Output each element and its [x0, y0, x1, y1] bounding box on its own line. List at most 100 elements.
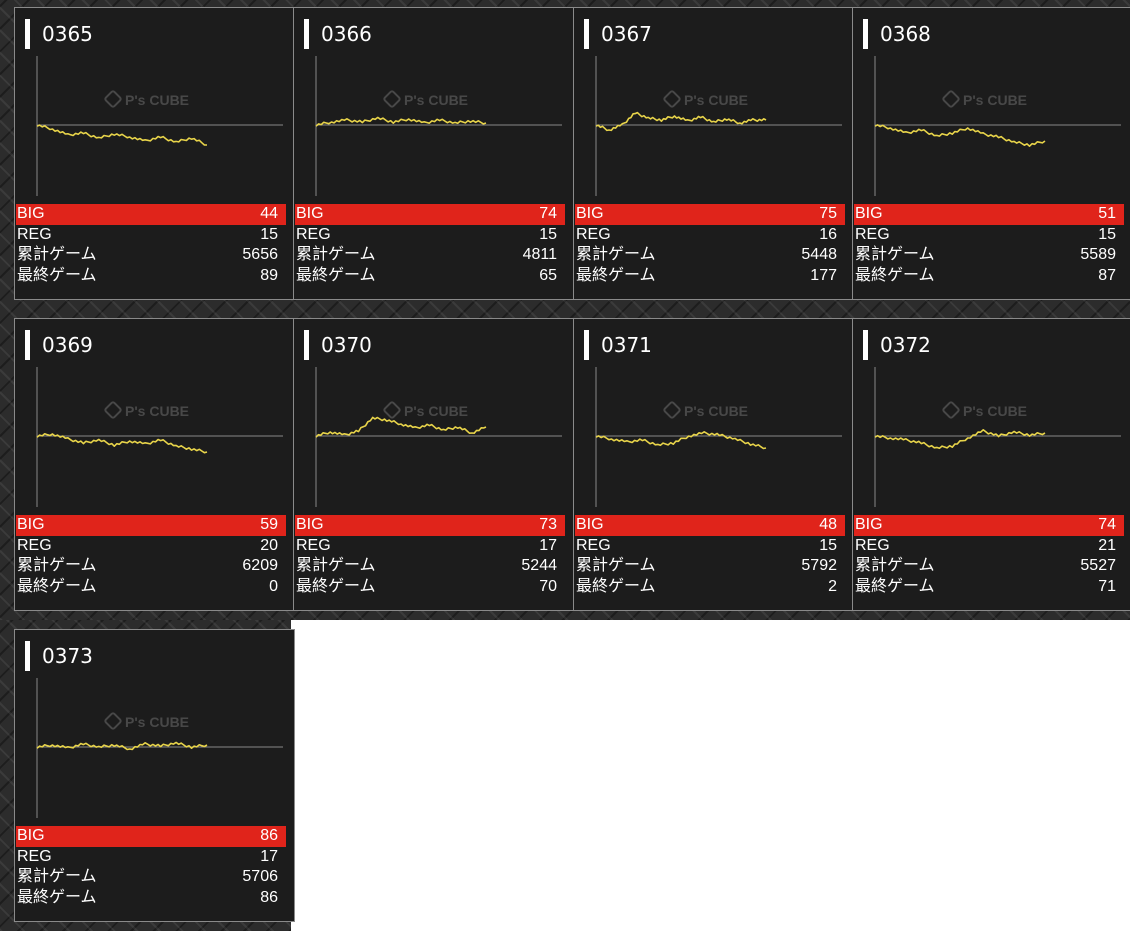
machine-card[interactable]: 0370 P's CUBE BIG 73 REG 17 累計ゲーム 5244 最…	[293, 318, 574, 611]
total-games-label: 累計ゲーム	[17, 246, 97, 263]
big-row: BIG 74	[295, 204, 565, 225]
stats-table: BIG 74 REG 15 累計ゲーム 4811 最終ゲーム 65	[294, 204, 573, 286]
watermark-text: P's CUBE	[125, 92, 189, 108]
big-row: BIG 86	[16, 826, 286, 847]
total-games-row: 累計ゲーム 5706	[16, 867, 286, 888]
watermark-text: P's CUBE	[125, 714, 189, 730]
last-games-row: 最終ゲーム 71	[854, 577, 1124, 598]
total-games-value: 5244	[521, 557, 557, 574]
big-row: BIG 75	[575, 204, 845, 225]
watermark-text: P's CUBE	[684, 403, 748, 419]
watermark-text: P's CUBE	[684, 92, 748, 108]
slump-graph: P's CUBE	[874, 367, 1121, 507]
watermark-text: P's CUBE	[125, 403, 189, 419]
watermark-logo: P's CUBE	[383, 401, 468, 419]
reg-row: REG 16	[575, 225, 845, 246]
total-games-row: 累計ゲーム 5448	[575, 245, 845, 266]
big-count: 73	[539, 516, 557, 533]
big-label: BIG	[576, 516, 604, 533]
slump-graph: P's CUBE	[36, 678, 283, 818]
slump-line	[315, 416, 487, 438]
reg-label: REG	[296, 536, 331, 554]
total-games-label: 累計ゲーム	[855, 557, 935, 574]
big-row: BIG 48	[575, 515, 845, 536]
stats-table: BIG 48 REG 15 累計ゲーム 5792 最終ゲーム 2	[574, 515, 853, 597]
total-games-label: 累計ゲーム	[17, 868, 97, 885]
last-games-value: 70	[539, 577, 557, 595]
total-games-value: 5589	[1080, 246, 1116, 263]
machine-card[interactable]: 0365 P's CUBE BIG 44 REG 15 累計ゲーム 5656 最…	[14, 7, 295, 300]
machine-number: 0365	[25, 19, 93, 49]
last-games-label: 最終ゲーム	[855, 577, 935, 595]
cube-logo-icon	[383, 401, 401, 419]
last-games-value: 89	[260, 266, 278, 284]
last-games-row: 最終ゲーム 86	[16, 888, 286, 909]
total-games-row: 累計ゲーム 6209	[16, 556, 286, 577]
last-games-label: 最終ゲーム	[296, 266, 376, 284]
watermark-logo: P's CUBE	[663, 401, 748, 419]
last-games-value: 87	[1098, 266, 1116, 284]
reg-row: REG 15	[295, 225, 565, 246]
machine-number: 0371	[584, 330, 652, 360]
machine-number: 0369	[25, 330, 93, 360]
cube-logo-icon	[663, 401, 681, 419]
stats-table: BIG 44 REG 15 累計ゲーム 5656 最終ゲーム 89	[15, 204, 294, 286]
reg-count: 20	[260, 536, 278, 554]
slump-line	[874, 429, 1046, 450]
machine-number: 0366	[304, 19, 372, 49]
big-label: BIG	[576, 205, 604, 222]
total-games-value: 4811	[522, 246, 557, 263]
reg-label: REG	[17, 225, 52, 243]
total-games-value: 5448	[801, 246, 837, 263]
big-count: 74	[539, 205, 557, 222]
last-games-value: 177	[810, 266, 837, 284]
machine-card[interactable]: 0373 P's CUBE BIG 86 REG 17 累計ゲーム 5706 最…	[14, 629, 295, 922]
machine-card[interactable]: 0371 P's CUBE BIG 48 REG 15 累計ゲーム 5792 最…	[573, 318, 854, 611]
watermark-logo: P's CUBE	[383, 90, 468, 108]
total-games-value: 5792	[801, 557, 837, 574]
reg-row: REG 17	[295, 536, 565, 557]
machine-card[interactable]: 0367 P's CUBE BIG 75 REG 16 累計ゲーム 5448 最…	[573, 7, 854, 300]
stats-table: BIG 86 REG 17 累計ゲーム 5706 最終ゲーム 86	[15, 826, 294, 908]
reg-row: REG 20	[16, 536, 286, 557]
big-row: BIG 59	[16, 515, 286, 536]
total-games-row: 累計ゲーム 5244	[295, 556, 565, 577]
last-games-label: 最終ゲーム	[296, 577, 376, 595]
cube-logo-icon	[104, 90, 122, 108]
total-games-label: 累計ゲーム	[576, 246, 656, 263]
last-games-label: 最終ゲーム	[576, 266, 656, 284]
machine-card[interactable]: 0372 P's CUBE BIG 74 REG 21 累計ゲーム 5527 最…	[852, 318, 1130, 611]
stats-table: BIG 73 REG 17 累計ゲーム 5244 最終ゲーム 70	[294, 515, 573, 597]
cube-logo-icon	[383, 90, 401, 108]
stats-table: BIG 51 REG 15 累計ゲーム 5589 最終ゲーム 87	[853, 204, 1130, 286]
last-games-value: 65	[539, 266, 557, 284]
last-games-label: 最終ゲーム	[17, 266, 97, 284]
slump-graph: P's CUBE	[595, 56, 842, 196]
slump-graph: P's CUBE	[36, 367, 283, 507]
watermark-logo: P's CUBE	[942, 401, 1027, 419]
big-label: BIG	[296, 516, 324, 533]
reg-count: 15	[539, 225, 557, 243]
last-games-row: 最終ゲーム 2	[575, 577, 845, 598]
slump-line	[36, 433, 208, 454]
big-label: BIG	[17, 205, 45, 222]
watermark-logo: P's CUBE	[104, 90, 189, 108]
last-games-row: 最終ゲーム 89	[16, 266, 286, 287]
machine-card[interactable]: 0369 P's CUBE BIG 59 REG 20 累計ゲーム 6209 最…	[14, 318, 295, 611]
last-games-label: 最終ゲーム	[17, 577, 97, 595]
reg-label: REG	[17, 847, 52, 865]
big-row: BIG 74	[854, 515, 1124, 536]
machine-card[interactable]: 0368 P's CUBE BIG 51 REG 15 累計ゲーム 5589 最…	[852, 7, 1130, 300]
big-row: BIG 44	[16, 204, 286, 225]
reg-count: 17	[260, 847, 278, 865]
total-games-row: 累計ゲーム 4811	[295, 245, 565, 266]
cube-logo-icon	[104, 401, 122, 419]
watermark-logo: P's CUBE	[104, 712, 189, 730]
slump-graph: P's CUBE	[595, 367, 842, 507]
watermark-text: P's CUBE	[963, 92, 1027, 108]
slump-line	[874, 124, 1046, 147]
machine-card[interactable]: 0366 P's CUBE BIG 74 REG 15 累計ゲーム 4811 最…	[293, 7, 574, 300]
total-games-label: 累計ゲーム	[855, 246, 935, 263]
last-games-value: 0	[269, 577, 278, 595]
total-games-label: 累計ゲーム	[296, 246, 376, 263]
